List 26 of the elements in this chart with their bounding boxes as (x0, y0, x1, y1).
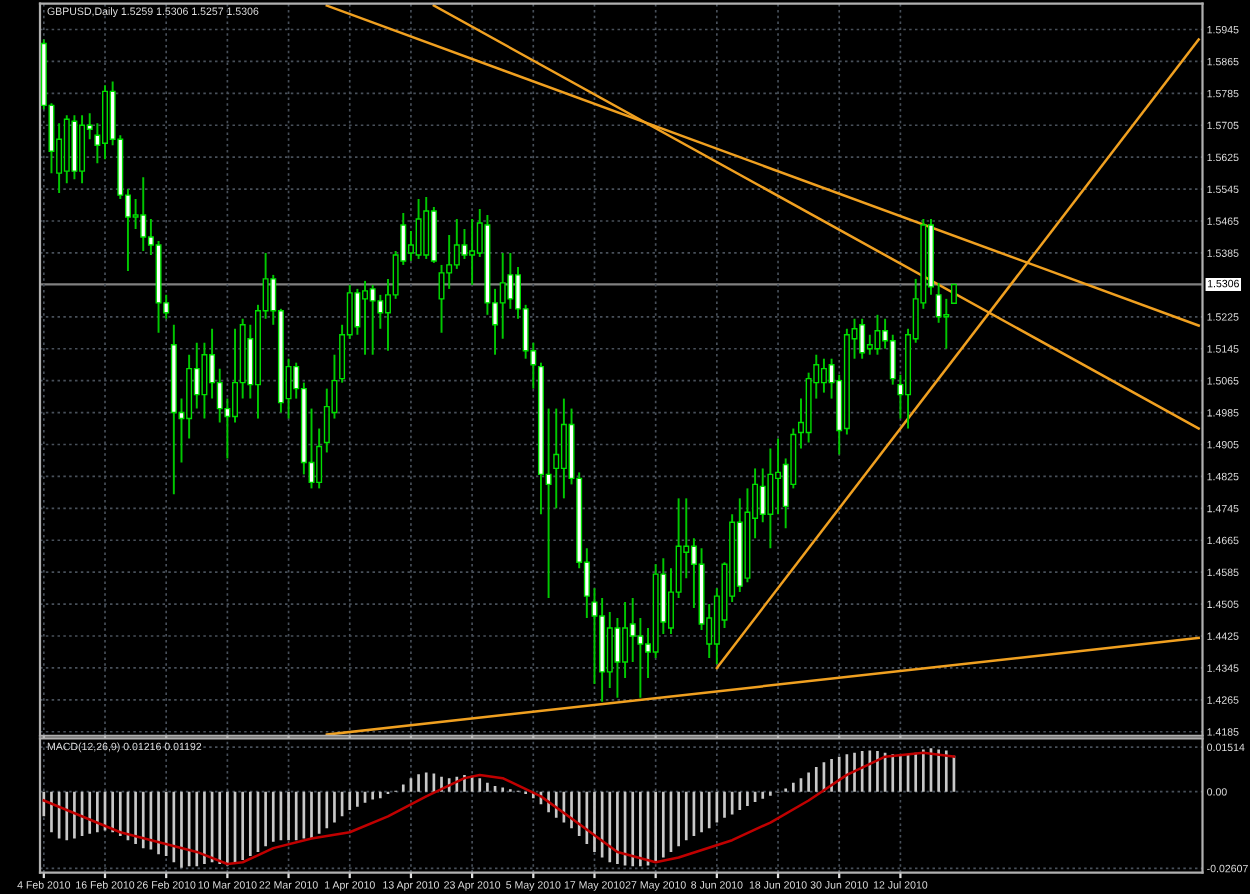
candlestick (759, 467, 766, 524)
candlestick (775, 437, 782, 516)
candlestick (874, 313, 881, 356)
candlestick (201, 341, 208, 420)
candlestick (614, 617, 621, 699)
candlestick (423, 196, 430, 260)
candlestick (369, 283, 376, 356)
candlestick (132, 198, 139, 230)
candlestick (820, 357, 827, 394)
candlestick (362, 279, 369, 356)
candlestick (140, 176, 147, 252)
candlestick (469, 218, 476, 286)
line-series (42, 751, 956, 866)
candlestick (316, 427, 323, 490)
candlestick (354, 287, 361, 336)
candlestick (943, 297, 950, 350)
candlestick (415, 198, 422, 260)
candlestick (560, 397, 567, 500)
candlestick (622, 601, 629, 679)
candlestick (499, 251, 506, 340)
candlestick (79, 114, 86, 185)
candlestick (453, 218, 460, 270)
candlestick (461, 228, 468, 260)
candlestick (767, 447, 774, 550)
candlestick (859, 317, 866, 360)
candlestick (232, 327, 239, 424)
